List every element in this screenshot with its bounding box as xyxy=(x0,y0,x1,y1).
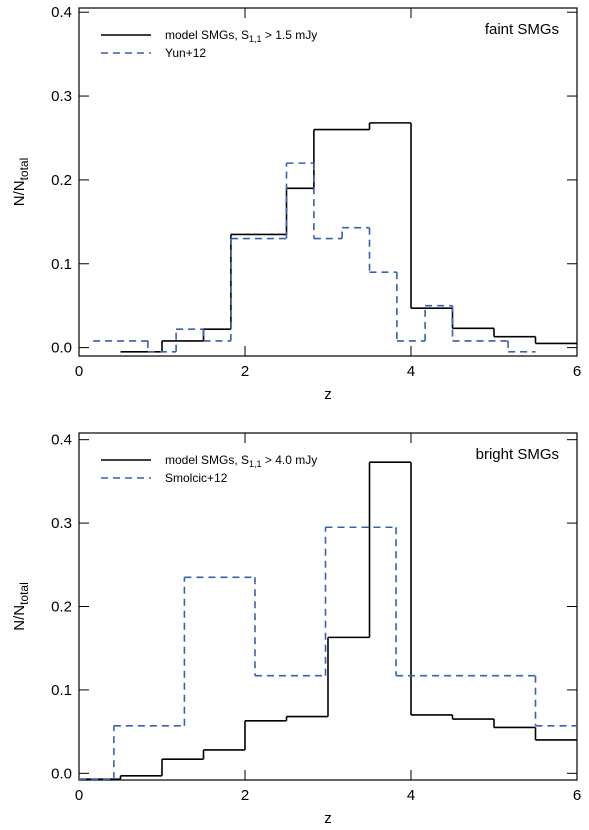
y-axis-label-sub: total xyxy=(17,158,31,181)
annotation: bright SMGs xyxy=(476,446,559,463)
y-tick-label: 0.2 xyxy=(51,172,72,189)
y-tick-label: 0.3 xyxy=(51,88,72,105)
x-tick-label: 2 xyxy=(241,787,249,804)
y-axis-label-sub: total xyxy=(17,582,31,605)
legend-name-suffix: > 4.0 mJy xyxy=(262,453,318,467)
y-tick-label: 0.0 xyxy=(51,340,72,357)
x-tick-label: 6 xyxy=(573,787,581,804)
legend-name: model SMGs, S xyxy=(165,453,249,467)
legend-label: model SMGs, S1,1 > 4.0 mJy xyxy=(165,453,317,469)
x-tick-label: 4 xyxy=(407,363,415,380)
x-axis-label: z xyxy=(324,810,332,827)
panel: 0 2 4 6 0.0 0.1 0.2 0.3 0.4 z N/Ntotal faint SMGs mo… xyxy=(11,4,581,403)
x-tick-label: 6 xyxy=(573,363,581,380)
y-tick-label: 0.1 xyxy=(51,682,72,699)
y-axis-label: N/Ntotal xyxy=(11,582,31,631)
legend-name: Yun+12 xyxy=(165,46,206,60)
y-tick-label: 0.0 xyxy=(51,765,72,782)
legend-name: Smolcic+12 xyxy=(165,471,228,485)
y-axis-label-main: N/N xyxy=(11,180,28,206)
y-tick-label: 0.1 xyxy=(51,256,72,273)
panel: 0 2 4 6 0.0 0.1 0.2 0.3 0.4 z N/Ntotal bright SMGs m… xyxy=(11,432,581,827)
x-tick-label: 2 xyxy=(241,363,249,380)
legend-name: model SMGs, S xyxy=(165,28,249,42)
x-axis-label: z xyxy=(324,386,332,403)
x-tick-label: 0 xyxy=(75,787,83,804)
y-tick-label: 0.2 xyxy=(51,599,72,616)
legend-label: Yun+12 xyxy=(165,46,206,60)
legend-name-sub: 1,1 xyxy=(249,34,262,44)
plot-frame xyxy=(78,7,578,357)
y-axis-label: N/Ntotal xyxy=(11,158,31,207)
y-tick-label: 0.4 xyxy=(51,4,72,21)
legend-label: model SMGs, S1,1 > 1.5 mJy xyxy=(165,28,317,44)
legend-name-sub: 1,1 xyxy=(249,459,262,469)
x-tick-label: 0 xyxy=(75,363,83,380)
legend-name-suffix: > 1.5 mJy xyxy=(262,28,318,42)
x-tick-label: 4 xyxy=(407,787,415,804)
y-tick-label: 0.4 xyxy=(51,432,72,449)
y-tick-label: 0.3 xyxy=(51,515,72,532)
annotation: faint SMGs xyxy=(485,21,559,38)
legend-label: Smolcic+12 xyxy=(165,471,228,485)
y-axis-label-main: N/N xyxy=(11,605,28,631)
